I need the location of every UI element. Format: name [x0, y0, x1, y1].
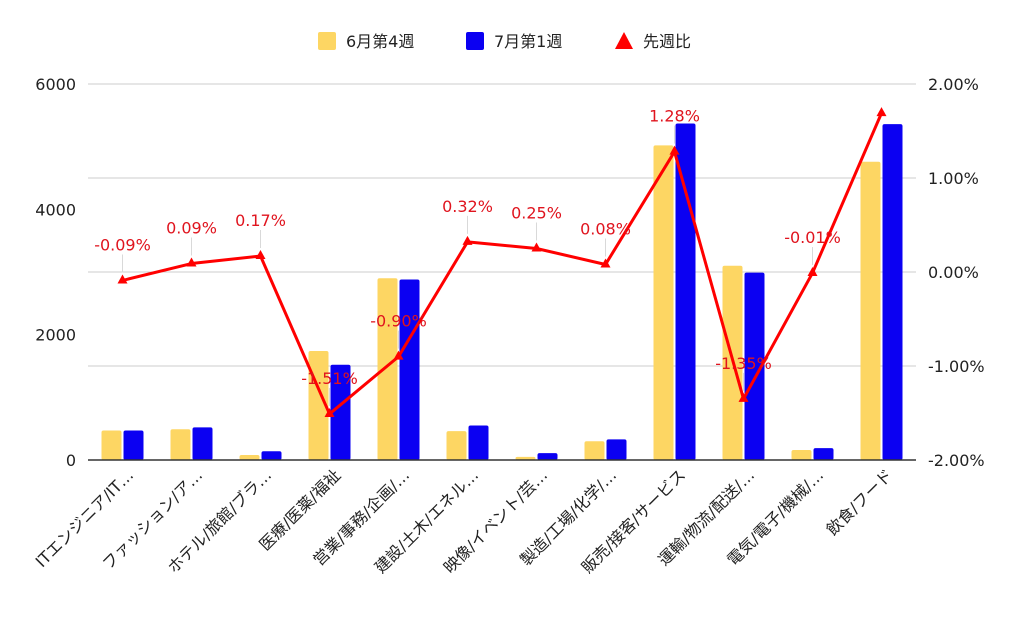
bar-week-jun4: [653, 145, 674, 460]
category-labels: ITエンジニア/IT…ファッション/ア…ホテル/旅館/ブラ…医療/医薬/福祉営業…: [32, 465, 897, 577]
right-tick-label: 1.00%: [928, 169, 979, 188]
ratio-data-label: -1.51%: [301, 369, 358, 388]
ratio-data-label: -0.90%: [370, 312, 427, 331]
ratio-marker: [117, 274, 128, 284]
ratio-marker: [393, 350, 404, 360]
right-tick-label: 2.00%: [928, 75, 979, 94]
ratio-marker: [255, 250, 266, 260]
ratio-data-label: -1.35%: [715, 354, 772, 373]
bar-week-jul1: [330, 364, 351, 460]
right-tick-label: 0.00%: [928, 263, 979, 282]
bar-week-jul1: [192, 427, 213, 460]
legend-swatch-jun4: [318, 32, 336, 50]
ratio-data-label: 0.17%: [235, 211, 286, 230]
ratio-marker: [324, 407, 335, 417]
bar-week-jul1: [675, 123, 696, 460]
right-axis-ticks: -2.00% -1.00% 0.00% 1.00% 2.00%: [928, 75, 985, 470]
ratio-data-label: -0.01%: [784, 228, 841, 247]
bar-week-jul1: [537, 453, 558, 460]
bar-week-jun4: [239, 454, 260, 460]
ratio-marker: [186, 257, 197, 267]
ratio-marker: [669, 145, 680, 155]
bar-week-jun4: [791, 449, 812, 460]
ratio-data-label: 1.28%: [649, 107, 700, 126]
right-tick-label: -2.00%: [928, 451, 985, 470]
ratio-data-label: -0.09%: [94, 235, 151, 254]
ratio-marker: [531, 242, 542, 252]
bar-week-jun4: [860, 161, 881, 460]
bar-week-jul1: [123, 430, 144, 460]
bar-week-jul1: [399, 279, 420, 460]
bar-week-jun4: [446, 431, 467, 460]
ratio-marker: [462, 235, 473, 245]
legend-label: 7月第1週: [494, 32, 562, 51]
ratio-line: -0.09% 0.09% 0.17% -1.51% -0.90% 0.32% 0.25% 0.…: [94, 107, 887, 417]
bar-week-jun4: [584, 441, 605, 460]
left-tick-label: 4000: [35, 200, 76, 219]
ratio-data-label: 0.32%: [442, 197, 493, 216]
ratio-marker: [600, 258, 611, 268]
bar-week-jul1: [744, 272, 765, 460]
bar-week-jul1: [261, 451, 282, 460]
legend: 6月第4週 7月第1週 先週比: [318, 32, 691, 51]
bar-week-jul1: [606, 439, 627, 460]
ratio-marker: [876, 107, 887, 117]
legend-label: 先週比: [643, 32, 691, 51]
bar-week-jul1: [468, 425, 489, 460]
legend-swatch-jul1: [466, 32, 484, 50]
ratio-data-label: 0.09%: [166, 219, 217, 238]
ratio-marker: [807, 266, 818, 276]
bars: [101, 123, 903, 461]
legend-swatch-ratio: [615, 32, 633, 49]
bar-week-jun4: [515, 456, 536, 460]
bar-week-jul1: [882, 124, 903, 461]
ratio-polyline: [122, 112, 883, 416]
left-tick-label: 2000: [35, 326, 76, 345]
left-axis-ticks: 0 2000 4000 6000: [35, 75, 76, 470]
ratio-marker: [738, 392, 749, 402]
ratio-data-label: 0.08%: [580, 219, 631, 238]
right-tick-label: -1.00%: [928, 357, 985, 376]
bar-week-jun4: [377, 278, 398, 460]
left-tick-label: 0: [66, 451, 76, 470]
category-label: 飲食/フード: [823, 465, 897, 539]
ratio-data-label: 0.25%: [511, 204, 562, 223]
bar-week-jun4: [101, 430, 122, 460]
legend-label: 6月第4週: [346, 32, 414, 51]
bar-week-jun4: [170, 429, 191, 460]
gridlines: [88, 83, 916, 461]
left-tick-label: 6000: [35, 75, 76, 94]
bar-week-jul1: [813, 448, 834, 460]
